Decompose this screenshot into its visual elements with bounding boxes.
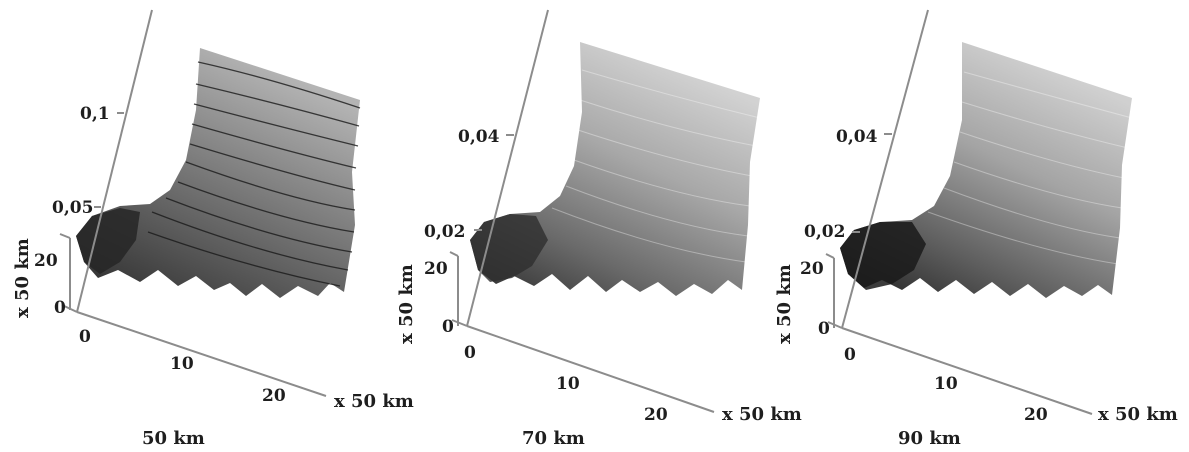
shading-bands [927,71,1133,265]
x-axis [466,325,715,413]
z-tick-label: 0,04 [458,127,500,147]
x-tick-label: 20 [262,386,286,406]
shading-bands [551,69,761,263]
y-axis-label: x 50 km [12,238,33,318]
x-axis [841,327,1093,415]
x-tick-label: 10 [170,354,194,374]
z-axis [466,9,549,327]
y-tick-label: 0 [54,298,66,318]
panel-70km: 0,04 0,02 20 0 0 10 20 x 50 km x 50 km 7… [396,9,802,449]
x-axis-label: x 50 km [722,404,802,425]
contour-lines [147,61,361,287]
axes [59,9,327,397]
x-tick-label: 20 [1024,405,1048,425]
x-tick-label: 0 [464,343,476,363]
y-tick-label: 0 [818,319,830,339]
y-axis-label: x 50 km [774,264,795,344]
axes [825,9,1093,415]
z-tick-label: 0,1 [80,104,110,124]
z-tick-label: 0,05 [52,198,93,218]
panel-90km: 0,04 0,02 20 0 0 10 20 x 50 km x 50 km 9… [774,9,1178,449]
y-tick-label: 20 [34,251,58,271]
surface-dark-region [76,208,140,274]
x-axis-label: x 50 km [334,391,414,412]
panel-caption: 90 km [898,428,961,449]
panel-caption: 50 km [142,428,205,449]
y-axis-label: x 50 km [396,264,417,344]
y-tick-label: 20 [800,259,824,279]
surface-dark-region [470,214,548,282]
x-tick-label: 20 [644,405,668,425]
x-axis [76,311,327,397]
z-tick-label: 0,04 [836,127,878,147]
z-tick-label: 0,02 [424,222,465,242]
x-tick-label: 0 [844,345,856,365]
y-tick-label: 0 [442,317,454,337]
surface-dark-region [840,222,926,290]
x-tick-label: 10 [934,374,958,394]
axes [449,9,715,413]
y-tick-label: 20 [424,259,448,279]
panel-caption: 70 km [522,428,585,449]
panel-50km: 0,1 0,05 20 0 0 10 20 x 50 km x 50 km 50… [12,9,414,449]
z-axis [841,9,929,329]
z-tick-label: 0,02 [804,222,845,242]
x-axis-label: x 50 km [1098,404,1178,425]
x-tick-label: 0 [79,327,91,347]
x-tick-label: 10 [556,374,580,394]
z-axis [76,9,153,313]
